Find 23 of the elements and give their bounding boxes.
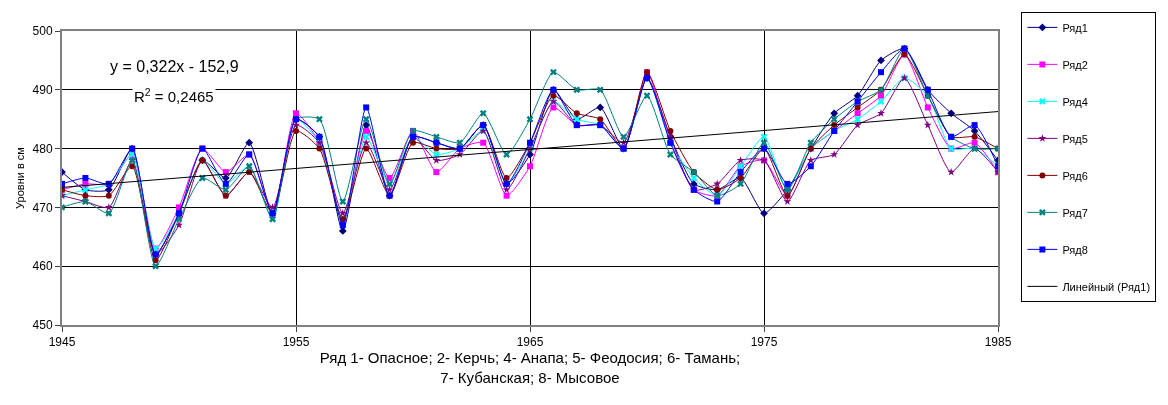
x-tick-label: 1955	[282, 335, 310, 350]
y-tick-label: 490	[32, 83, 53, 97]
y-tick-label: 480	[32, 141, 53, 156]
legend-label: Ряд5	[1062, 132, 1088, 145]
x-tick-label: 1965	[516, 335, 544, 350]
annotation: y = 0,322x - 152,9	[110, 58, 239, 75]
y-tick-label: 450	[32, 318, 53, 333]
legend-label: Ряд6	[1062, 169, 1088, 182]
legend-label: Линейный (Ряд1)	[1062, 280, 1151, 293]
x-axis-title: Ряд 1- Опасное; 2- Керчь; 4- Анапа; 5- Феодосия; 6- Тамань; 7- Кубанская; 8- Мысовое	[319, 349, 741, 386]
legend-label: Ряд4	[1062, 95, 1088, 108]
legend-label: Ряд7	[1062, 206, 1088, 219]
legend-label: Ряд8	[1062, 243, 1088, 256]
x-tick-label: 1975	[750, 335, 778, 350]
y-tick-label: 460	[32, 259, 53, 274]
x-tick-label: 1945	[48, 335, 76, 350]
legend-label: Ряд1	[1062, 21, 1088, 34]
x-tick-label: 1985	[984, 335, 1012, 350]
y-axis-title: Уровни в см	[13, 147, 26, 209]
annotation: R$^{2}$ = 0,2465	[134, 86, 214, 106]
legend-label: Ряд2	[1062, 58, 1088, 71]
y-tick-label: 500	[32, 24, 53, 39]
y-tick-label: 470	[32, 200, 53, 215]
